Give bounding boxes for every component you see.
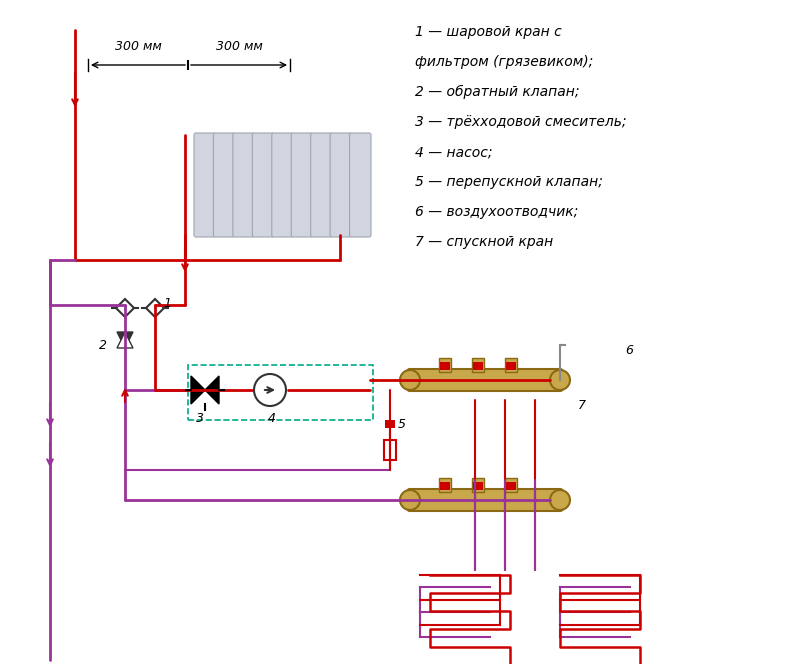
Text: 2: 2: [99, 339, 107, 351]
FancyBboxPatch shape: [350, 133, 371, 237]
Circle shape: [254, 374, 286, 406]
Polygon shape: [191, 376, 205, 404]
Bar: [385, 420, 395, 428]
Polygon shape: [116, 299, 134, 317]
Bar: [505, 478, 517, 492]
Circle shape: [400, 490, 420, 510]
Text: 1 — шаровой кран с: 1 — шаровой кран с: [415, 25, 562, 39]
Bar: [472, 358, 484, 372]
Bar: [506, 362, 516, 370]
FancyBboxPatch shape: [214, 133, 235, 237]
Text: 4: 4: [268, 412, 276, 425]
Bar: [505, 358, 517, 372]
Bar: [384, 440, 396, 460]
Bar: [473, 362, 483, 370]
Text: фильтром (грязевиком);: фильтром (грязевиком);: [415, 55, 593, 69]
Bar: [439, 478, 451, 492]
FancyBboxPatch shape: [252, 133, 274, 237]
Text: 7: 7: [578, 398, 586, 412]
FancyBboxPatch shape: [194, 133, 215, 237]
Text: 6: 6: [625, 343, 633, 357]
Text: 7 — спускной кран: 7 — спускной кран: [415, 235, 553, 249]
Bar: [472, 478, 484, 492]
FancyBboxPatch shape: [271, 133, 294, 237]
Circle shape: [550, 490, 570, 510]
Polygon shape: [205, 376, 219, 404]
Circle shape: [550, 370, 570, 390]
Bar: [506, 482, 516, 490]
FancyBboxPatch shape: [233, 133, 254, 237]
Text: 2 — обратный клапан;: 2 — обратный клапан;: [415, 85, 579, 99]
Text: 3: 3: [196, 412, 204, 425]
Text: 5: 5: [398, 418, 406, 432]
FancyBboxPatch shape: [291, 133, 312, 237]
Bar: [440, 362, 450, 370]
Text: 300 мм: 300 мм: [215, 40, 263, 53]
FancyBboxPatch shape: [407, 369, 563, 391]
Text: 6 — воздухоотводчик;: 6 — воздухоотводчик;: [415, 205, 578, 219]
Text: 1: 1: [163, 297, 171, 309]
FancyBboxPatch shape: [407, 489, 563, 511]
Text: 3 — трёхходовой смеситель;: 3 — трёхходовой смеситель;: [415, 115, 626, 129]
FancyBboxPatch shape: [330, 133, 352, 237]
Polygon shape: [117, 332, 133, 348]
Polygon shape: [146, 299, 164, 317]
Text: 5 — перепускной клапан;: 5 — перепускной клапан;: [415, 175, 603, 189]
Text: 4 — насос;: 4 — насос;: [415, 145, 492, 159]
Text: 300 мм: 300 мм: [114, 40, 162, 53]
Bar: [473, 482, 483, 490]
Circle shape: [400, 370, 420, 390]
Polygon shape: [117, 332, 133, 348]
Bar: [439, 358, 451, 372]
Bar: [440, 482, 450, 490]
FancyBboxPatch shape: [311, 133, 332, 237]
